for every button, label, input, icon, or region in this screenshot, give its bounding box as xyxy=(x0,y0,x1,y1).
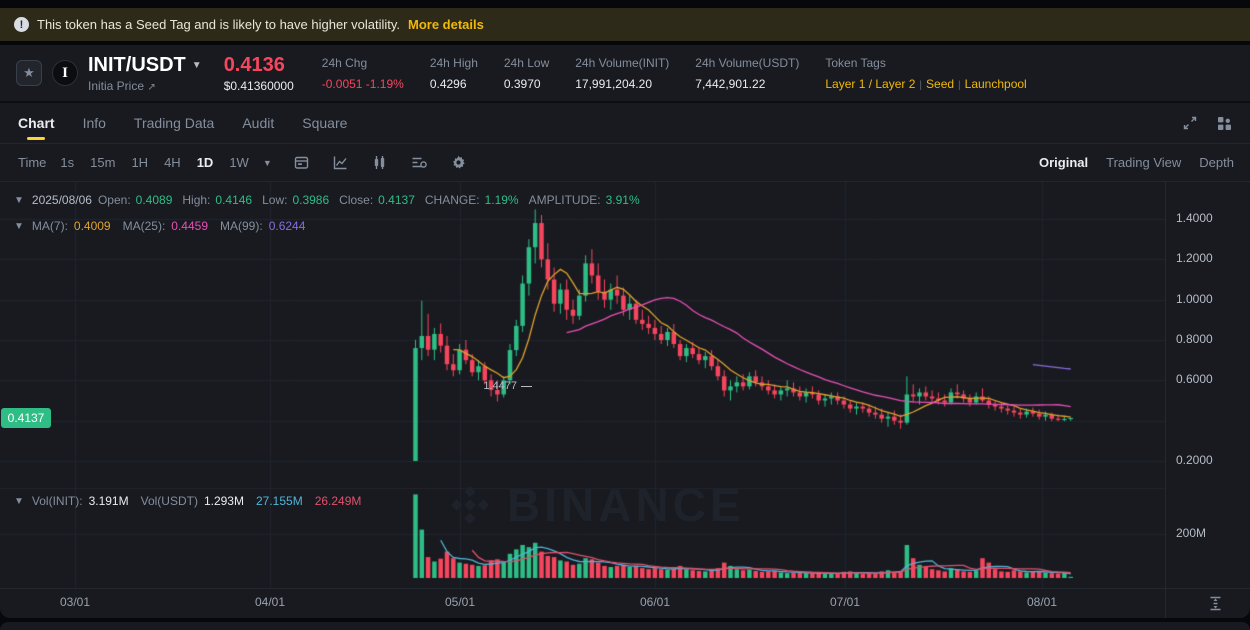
more-details-link[interactable]: More details xyxy=(408,17,484,32)
settings-gear-icon[interactable] xyxy=(451,155,466,170)
tab-square[interactable]: Square xyxy=(302,115,348,131)
stat-label: 24h Volume(INIT) xyxy=(575,55,670,70)
date-tick: 07/01 xyxy=(829,595,861,609)
interval-4h[interactable]: 4H xyxy=(164,155,181,170)
token-tag[interactable]: Layer 1 / Layer 2 xyxy=(825,76,916,91)
header-stat: 24h Low 0.3970 xyxy=(504,56,549,91)
indicators-icon[interactable] xyxy=(411,155,427,170)
line-chart-icon[interactable] xyxy=(333,155,348,170)
price-tick: 0.2000 xyxy=(1176,453,1213,467)
date-range-icon[interactable] xyxy=(294,155,309,170)
collapse-chevron-icon[interactable]: ▼ xyxy=(14,220,24,232)
token-tags: Token Tags Layer 1 / Layer 2 | Seed | Launchp… xyxy=(825,56,1026,91)
page-tabs: Chart Info Trading Data Audit Square xyxy=(0,103,1250,143)
token-tag[interactable]: Launchpool xyxy=(964,76,1027,91)
star-icon: ★ xyxy=(23,65,35,80)
symbol-selector[interactable]: INIT/USDT ▼ xyxy=(88,54,202,77)
token-header: ★ I INIT/USDT ▼ Initia Price ↗ 0.4136 $0… xyxy=(0,45,1250,101)
interval-1d[interactable]: 1D xyxy=(196,155,214,170)
token-price-link[interactable]: Initia Price ↗ xyxy=(88,78,156,93)
chart-region: BINANCE ▼ 2025/08/06 Open: 0.4089 High: 0.4… xyxy=(0,182,1250,618)
tag-separator: | xyxy=(958,79,961,91)
stat-label: Token Tags xyxy=(825,55,886,70)
header-stat: 24h Volume(INIT) 17,991,204.20 xyxy=(575,56,669,91)
stat-value: -0.0051 -1.19% xyxy=(321,76,404,91)
stat-value: 7,442,901.22 xyxy=(695,76,766,91)
layout-grid-icon[interactable] xyxy=(1217,116,1232,131)
auto-fit-scale-icon[interactable] xyxy=(1205,593,1225,613)
chart-view-switcher: Original Trading View Depth xyxy=(1039,155,1234,170)
seed-tag-banner: ! This token has a Seed Tag and is likel… xyxy=(0,8,1250,41)
date-tick: 05/01 xyxy=(444,595,476,609)
candlestick-chart-canvas[interactable] xyxy=(0,182,1165,588)
time-label: Time xyxy=(18,155,47,170)
stat-value: 0.4296 xyxy=(429,76,467,91)
token-logo: I xyxy=(52,60,78,86)
last-price-badge: 0.4137 xyxy=(1,407,51,428)
view-trading-view[interactable]: Trading View xyxy=(1106,155,1182,170)
symbol-name: INIT/USDT xyxy=(88,53,186,76)
fullscreen-icon[interactable] xyxy=(1183,116,1197,130)
date-tick: 06/01 xyxy=(639,595,671,609)
interval-1w[interactable]: 1W xyxy=(229,155,249,170)
header-stat: 24h Chg -0.0051 -1.19% xyxy=(322,56,404,91)
token-tags-list: Layer 1 / Layer 2 | Seed | Launchpool xyxy=(825,77,1026,91)
stat-value: 17,991,204.20 xyxy=(575,76,652,91)
tab-info[interactable]: Info xyxy=(82,115,106,131)
next-section-edge xyxy=(0,622,1250,630)
header-stat: 24h High 0.4296 xyxy=(430,56,478,91)
price-tick: 0.8000 xyxy=(1176,332,1213,346)
token-tag[interactable]: Seed xyxy=(926,76,955,91)
view-original[interactable]: Original xyxy=(1039,155,1089,170)
tab-audit[interactable]: Audit xyxy=(242,115,275,131)
stat-value: 0.3970 xyxy=(503,76,541,91)
banner-text: This token has a Seed Tag and is likely … xyxy=(37,17,401,32)
external-link-icon: ↗ xyxy=(147,81,156,93)
axis-divider xyxy=(1165,182,1166,618)
interval-15m[interactable]: 15m xyxy=(90,155,116,170)
last-price: 0.4136 xyxy=(223,53,285,76)
date-tick: 04/01 xyxy=(254,595,286,609)
favorite-star-button[interactable]: ★ xyxy=(16,60,42,86)
header-stat: 24h Volume(USDT) 7,442,901.22 xyxy=(695,56,799,91)
stat-label: 24h Low xyxy=(503,55,550,70)
price-tick: 1.4000 xyxy=(1176,211,1213,225)
date-tick: 08/01 xyxy=(1026,595,1058,609)
collapse-chevron-icon[interactable]: ▼ xyxy=(14,194,24,206)
interval-selector: 1s 15m 1H 4H 1D 1W xyxy=(60,155,248,170)
tab-chart[interactable]: Chart xyxy=(18,103,55,143)
tag-separator: | xyxy=(919,79,923,91)
interval-1s[interactable]: 1s xyxy=(60,155,75,170)
interval-1h[interactable]: 1H xyxy=(131,155,149,170)
candlestick-icon[interactable] xyxy=(372,155,387,170)
price-tick: 1.2000 xyxy=(1176,251,1213,266)
tab-trading-data[interactable]: Trading Data xyxy=(133,115,215,131)
chart-toolbar: Time 1s 15m 1H 4H 1D 1W ▼ Original Trading Vie… xyxy=(0,143,1250,182)
price-tick: 0.6000 xyxy=(1176,372,1213,387)
info-icon: ! xyxy=(14,17,29,32)
date-tick: 03/01 xyxy=(59,595,91,609)
header-stats: 24h Chg -0.0051 -1.19% 24h High 0.4296 24h L… xyxy=(322,56,1027,91)
tabs-list: Chart Info Trading Data Audit Square xyxy=(18,103,347,143)
stat-label: 24h Volume(USDT) xyxy=(695,55,800,70)
collapse-chevron-icon[interactable]: ▼ xyxy=(14,495,24,507)
chevron-down-icon: ▼ xyxy=(191,59,202,71)
stat-label: 24h Chg xyxy=(321,55,368,70)
time-axis[interactable]: 03/01 04/01 05/01 06/01 07/01 08/01 xyxy=(0,588,1165,618)
price-axis[interactable]: 1.4000 1.2000 1.0000 0.8000 0.6000 0.2000 200M xyxy=(1166,182,1250,588)
axis-divider xyxy=(0,588,1250,589)
price-tick: 1.0000 xyxy=(1176,291,1213,306)
interval-dropdown-icon[interactable]: ▼ xyxy=(262,157,272,168)
usd-price: $0.41360000 xyxy=(223,78,294,93)
view-depth[interactable]: Depth xyxy=(1199,155,1234,170)
volume-tick: 200M xyxy=(1176,526,1207,540)
stat-label: 24h High xyxy=(429,55,478,70)
